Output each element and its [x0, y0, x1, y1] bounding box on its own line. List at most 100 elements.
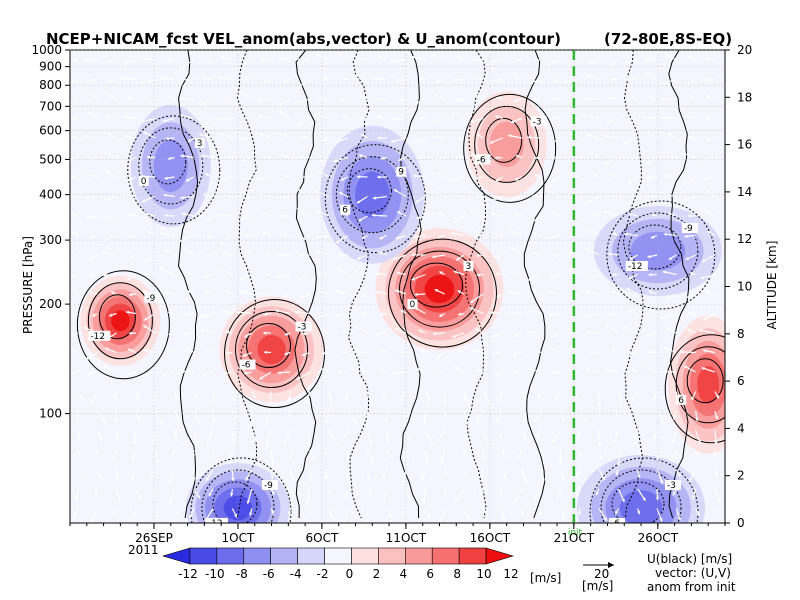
- wind-vector: [70, 135, 79, 139]
- wind-vector-head: [523, 395, 527, 400]
- wind-vector-head: [548, 275, 553, 280]
- wind-vector-head: [595, 491, 599, 496]
- wind-vector-head: [443, 492, 447, 496]
- contour-line: [177, 50, 199, 519]
- wind-vector-head: [70, 371, 74, 375]
- wind-vector-head: [650, 235, 655, 239]
- wind-vector-head: [353, 420, 357, 424]
- wind-vector-head: [294, 57, 298, 61]
- colorbar-cell: [351, 547, 379, 565]
- wind-vector-head: [86, 111, 90, 115]
- contour-line: [294, 50, 317, 519]
- contour-line: [87, 282, 153, 360]
- wind-vector-head: [703, 209, 708, 213]
- wind-vector-head: [226, 155, 230, 159]
- wind-vector-head: [390, 139, 395, 143]
- wind-vector-head: [264, 253, 268, 257]
- wind-vector-head: [533, 497, 537, 501]
- y-left-tick-label: 600: [39, 124, 62, 138]
- wind-vector-head: [204, 275, 208, 279]
- wind-vector-head: [321, 368, 325, 372]
- wind-vector-head: [333, 159, 337, 163]
- wind-vector-head: [495, 178, 500, 182]
- wind-vector-head: [296, 84, 301, 88]
- wind-vector-head: [462, 454, 467, 458]
- wind-vector-head: [261, 211, 266, 215]
- wind-vector-head: [270, 475, 274, 480]
- wind-vector-head: [131, 456, 135, 461]
- wind-vector-head: [611, 77, 615, 82]
- y-right-tick-label: 12: [737, 232, 752, 246]
- wind-vector-head: [425, 460, 429, 464]
- wind-vector-head: [64, 175, 67, 178]
- wind-vector-head: [105, 115, 110, 119]
- wind-vector-head: [660, 97, 664, 101]
- wind-vector-head: [189, 514, 193, 519]
- wind-vector-head: [206, 349, 210, 352]
- wind-vector-head: [688, 56, 693, 60]
- wind-vector-head: [569, 118, 573, 122]
- wind-vector-head: [113, 395, 117, 399]
- wind-vector-head: [429, 440, 433, 444]
- contour-line: [617, 212, 699, 290]
- wind-vector: [70, 195, 79, 198]
- wind-vector-head: [476, 273, 480, 277]
- wind-vector-head: [341, 77, 346, 81]
- wind-vector-head: [457, 55, 461, 59]
- wind-vector-head: [217, 75, 221, 80]
- contour-line: [127, 115, 221, 225]
- wind-vector-head: [689, 272, 694, 276]
- wind-vector-head: [531, 251, 535, 255]
- wind-vector-head: [406, 461, 410, 465]
- wind-vector-head: [495, 115, 499, 119]
- wind-vector-head: [285, 294, 289, 298]
- wind-vector-head: [677, 473, 681, 477]
- wind-vector-head: [266, 440, 270, 445]
- wind-vector-head: [403, 511, 407, 515]
- wind-vector-head: [129, 292, 133, 297]
- contour-label: 3: [465, 262, 471, 272]
- wind-vector-head: [146, 155, 150, 159]
- wind-vector-head: [502, 518, 506, 522]
- wind-vector-head: [394, 327, 398, 331]
- wind-vector-head: [200, 314, 204, 319]
- wind-vector-head: [534, 349, 539, 353]
- y-right-tick-label: 16: [737, 138, 752, 152]
- wind-vector-head: [274, 309, 279, 313]
- wind-vector-head: [85, 91, 90, 95]
- wind-vector-head: [515, 58, 519, 62]
- wind-vector-head: [545, 62, 550, 66]
- wind-vector-head: [207, 235, 211, 239]
- wind-vector-head: [680, 350, 684, 354]
- wind-vector-head: [688, 214, 692, 218]
- wind-vector-head: [72, 517, 76, 521]
- wind-vector-head: [527, 277, 531, 281]
- wind-vector-head: [180, 196, 184, 200]
- wind-vector-head: [527, 135, 531, 139]
- wind-vector-head: [533, 232, 537, 236]
- wind-vector-head: [647, 254, 651, 259]
- wind-vector-head: [549, 347, 554, 351]
- y-right-label: ALTITUDE [km]: [765, 241, 779, 330]
- wind-vector-head: [306, 413, 310, 418]
- wind-vector-head: [443, 474, 447, 478]
- contour-line: [76, 270, 170, 380]
- wind-vector-head: [208, 492, 212, 497]
- wind-vector-head: [608, 63, 613, 67]
- wind-vector-head: [415, 101, 419, 105]
- wind-vector-head: [205, 477, 209, 481]
- wind-vector-head: [180, 154, 184, 158]
- wind-vector-head: [493, 196, 497, 201]
- wind-vector-head: [476, 253, 480, 258]
- contour-label: -3: [533, 117, 542, 127]
- wind-vector-head: [475, 328, 479, 332]
- wind-vector-head: [155, 459, 160, 464]
- colorbar-cell: [216, 547, 245, 565]
- wind-vector-head: [257, 98, 261, 102]
- wind-vector-head: [220, 133, 224, 137]
- wind-vector-head: [162, 119, 167, 123]
- wind-vector-head: [537, 395, 541, 399]
- wind-vector-head: [287, 511, 292, 516]
- wind-vector-head: [361, 235, 366, 239]
- contour-line: [190, 457, 292, 523]
